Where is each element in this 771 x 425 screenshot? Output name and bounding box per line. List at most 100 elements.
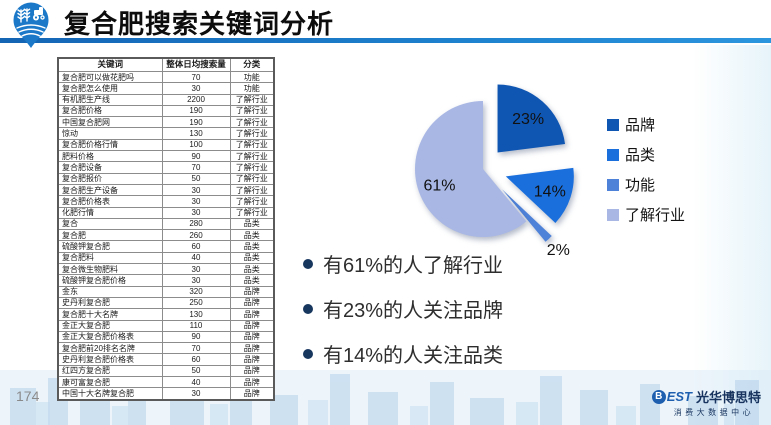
search-volume-cell: 2200 [161,93,231,106]
table-row: 复合肥料 40 品类 [57,251,275,265]
table-row: 史丹利复合肥 250 品牌 [57,296,275,310]
legend-label: 了解行业 [625,207,686,224]
keyword-cell: 金正大复合肥价格表 [57,330,163,344]
table-row: 硫酸钾复合肥价格 30 品类 [57,274,275,287]
category-cell: 品牌 [229,376,275,389]
pie-percent-label: 23% [512,111,544,128]
search-volume-cell: 70 [161,161,231,174]
search-volume-cell: 30 [161,263,231,276]
table-row: 康可富复合肥 40 品牌 [57,376,275,389]
search-volume-cell: 130 [161,308,231,321]
bullet-dot-icon [303,258,313,269]
search-volume-cell: 50 [161,172,231,185]
table-row: 复合肥生产设备 30 了解行业 [57,183,275,197]
table-row: 惊动 130 了解行业 [57,127,275,140]
keyword-cell: 复合肥生产设备 [57,183,163,197]
best-logo-est: EST [666,389,692,404]
category-cell: 品牌 [229,308,275,321]
table-body: 复合肥可以做花肥吗 70 功能 复合肥怎么使用 30 功能 有机肥生产线 220… [57,70,275,401]
keyword-cell: 复合肥怎么使用 [57,82,163,95]
search-volume-cell: 30 [161,387,231,401]
category-cell: 了解行业 [229,150,275,163]
table-row: 复合肥价格行情 100 了解行业 [57,138,275,152]
insight-bullet: 有61%的人了解行业 [303,249,503,278]
category-cell: 品类 [229,251,275,265]
search-volume-cell: 40 [161,376,231,389]
table-row: 有机肥生产线 2200 了解行业 [57,93,275,106]
pie-slice-品类 [505,167,574,223]
category-cell: 了解行业 [229,183,275,197]
category-cell: 品类 [229,240,275,253]
insight-text: 有23%的人关注品牌 [323,300,504,322]
search-volume-cell: 190 [161,104,231,118]
table-row: 复合肥价格 190 了解行业 [57,104,275,118]
legend-label: 品类 [625,147,656,164]
pie-chart: 23% 14% 2% 61% [415,84,574,259]
category-cell: 了解行业 [229,206,275,219]
category-cell: 了解行业 [229,127,275,140]
keyword-cell: 化肥行情 [57,206,163,219]
keyword-cell: 史丹利复合肥 [57,296,163,310]
table-row: 复合肥 260 品类 [57,229,275,242]
legend-label: 品牌 [625,117,656,134]
page-title: 复合肥搜索关键词分析 [64,9,335,39]
keyword-cell: 中国复合肥网 [57,116,163,129]
legend-swatch-icon [607,208,619,221]
keyword-cell: 复合肥前20排名名牌 [57,342,163,355]
search-volume-cell: 130 [161,127,231,140]
col-header-search-volume: 整体日均搜索量 [161,57,231,72]
chart-legend: 品牌 品类 功能 了解行业 [607,114,685,234]
category-cell: 品类 [229,229,275,242]
best-logo-b-icon: B [651,389,666,404]
pie-slice-了解行业 [415,101,527,237]
keyword-cell: 金东 [57,285,163,298]
keyword-cell: 史丹利复合肥价格表 [57,353,163,366]
category-cell: 品牌 [229,364,275,378]
table-row: 复合 280 品类 [57,217,275,231]
bullet-dot-icon [303,348,313,359]
keyword-cell: 硫酸钾复合肥价格 [57,274,163,287]
table-row: 硫酸钾复合肥 60 品类 [57,240,275,253]
right-background-band [693,45,771,425]
table-row: 金正大复合肥价格表 90 品牌 [57,330,275,344]
insight-bullet: 有23%的人关注品牌 [303,294,503,323]
table-row: 复合肥报价 50 了解行业 [57,172,275,185]
keyword-cell: 复合肥报价 [57,172,163,185]
keyword-cell: 康可富复合肥 [57,376,163,389]
table-row: 中国复合肥网 190 了解行业 [57,116,275,129]
category-cell: 品类 [229,263,275,276]
legend-item: 功能 [607,174,685,195]
table-row: 复合肥十大名牌 130 品牌 [57,308,275,321]
col-header-keyword: 关键词 [57,57,163,72]
keyword-cell: 有机肥生产线 [57,93,163,106]
footer-logo: B EST 光华博思特 消费大数据中心 [651,387,761,418]
keyword-cell: 红四方复合肥 [57,364,163,378]
company-name: 光华博思特 [695,390,761,405]
legend-swatch-icon [607,178,619,191]
keyword-cell: 复合 [57,217,163,231]
search-volume-cell: 30 [161,183,231,197]
search-volume-cell: 250 [161,296,231,310]
legend-item: 品类 [607,144,685,165]
category-cell: 品类 [229,274,275,287]
title-underline-bar [0,38,771,43]
category-cell: 功能 [229,70,275,84]
legend-item: 了解行业 [607,204,685,225]
table-row: 复合肥怎么使用 30 功能 [57,82,275,95]
table-row: 复合肥设备 70 了解行业 [57,161,275,174]
insight-text: 有61%的人了解行业 [323,255,504,277]
search-volume-cell: 60 [161,353,231,366]
keyword-cell: 复合肥价格表 [57,195,163,208]
keyword-table: 关键词 整体日均搜索量 分类 复合肥可以做花肥吗 70 功能 复合肥怎么使用 3… [57,57,275,401]
bullet-dot-icon [303,303,313,314]
keyword-cell: 复合肥 [57,229,163,242]
table-row: 史丹利复合肥价格表 60 品牌 [57,353,275,366]
category-cell: 了解行业 [229,104,275,118]
keyword-cell: 复合肥可以做花肥吗 [57,70,163,84]
table-header-row: 关键词 整体日均搜索量 分类 [57,57,275,72]
category-cell: 了解行业 [229,116,275,129]
keyword-cell: 复合肥十大名牌 [57,308,163,321]
category-cell: 了解行业 [229,161,275,174]
table-row: 化肥行情 30 了解行业 [57,206,275,219]
